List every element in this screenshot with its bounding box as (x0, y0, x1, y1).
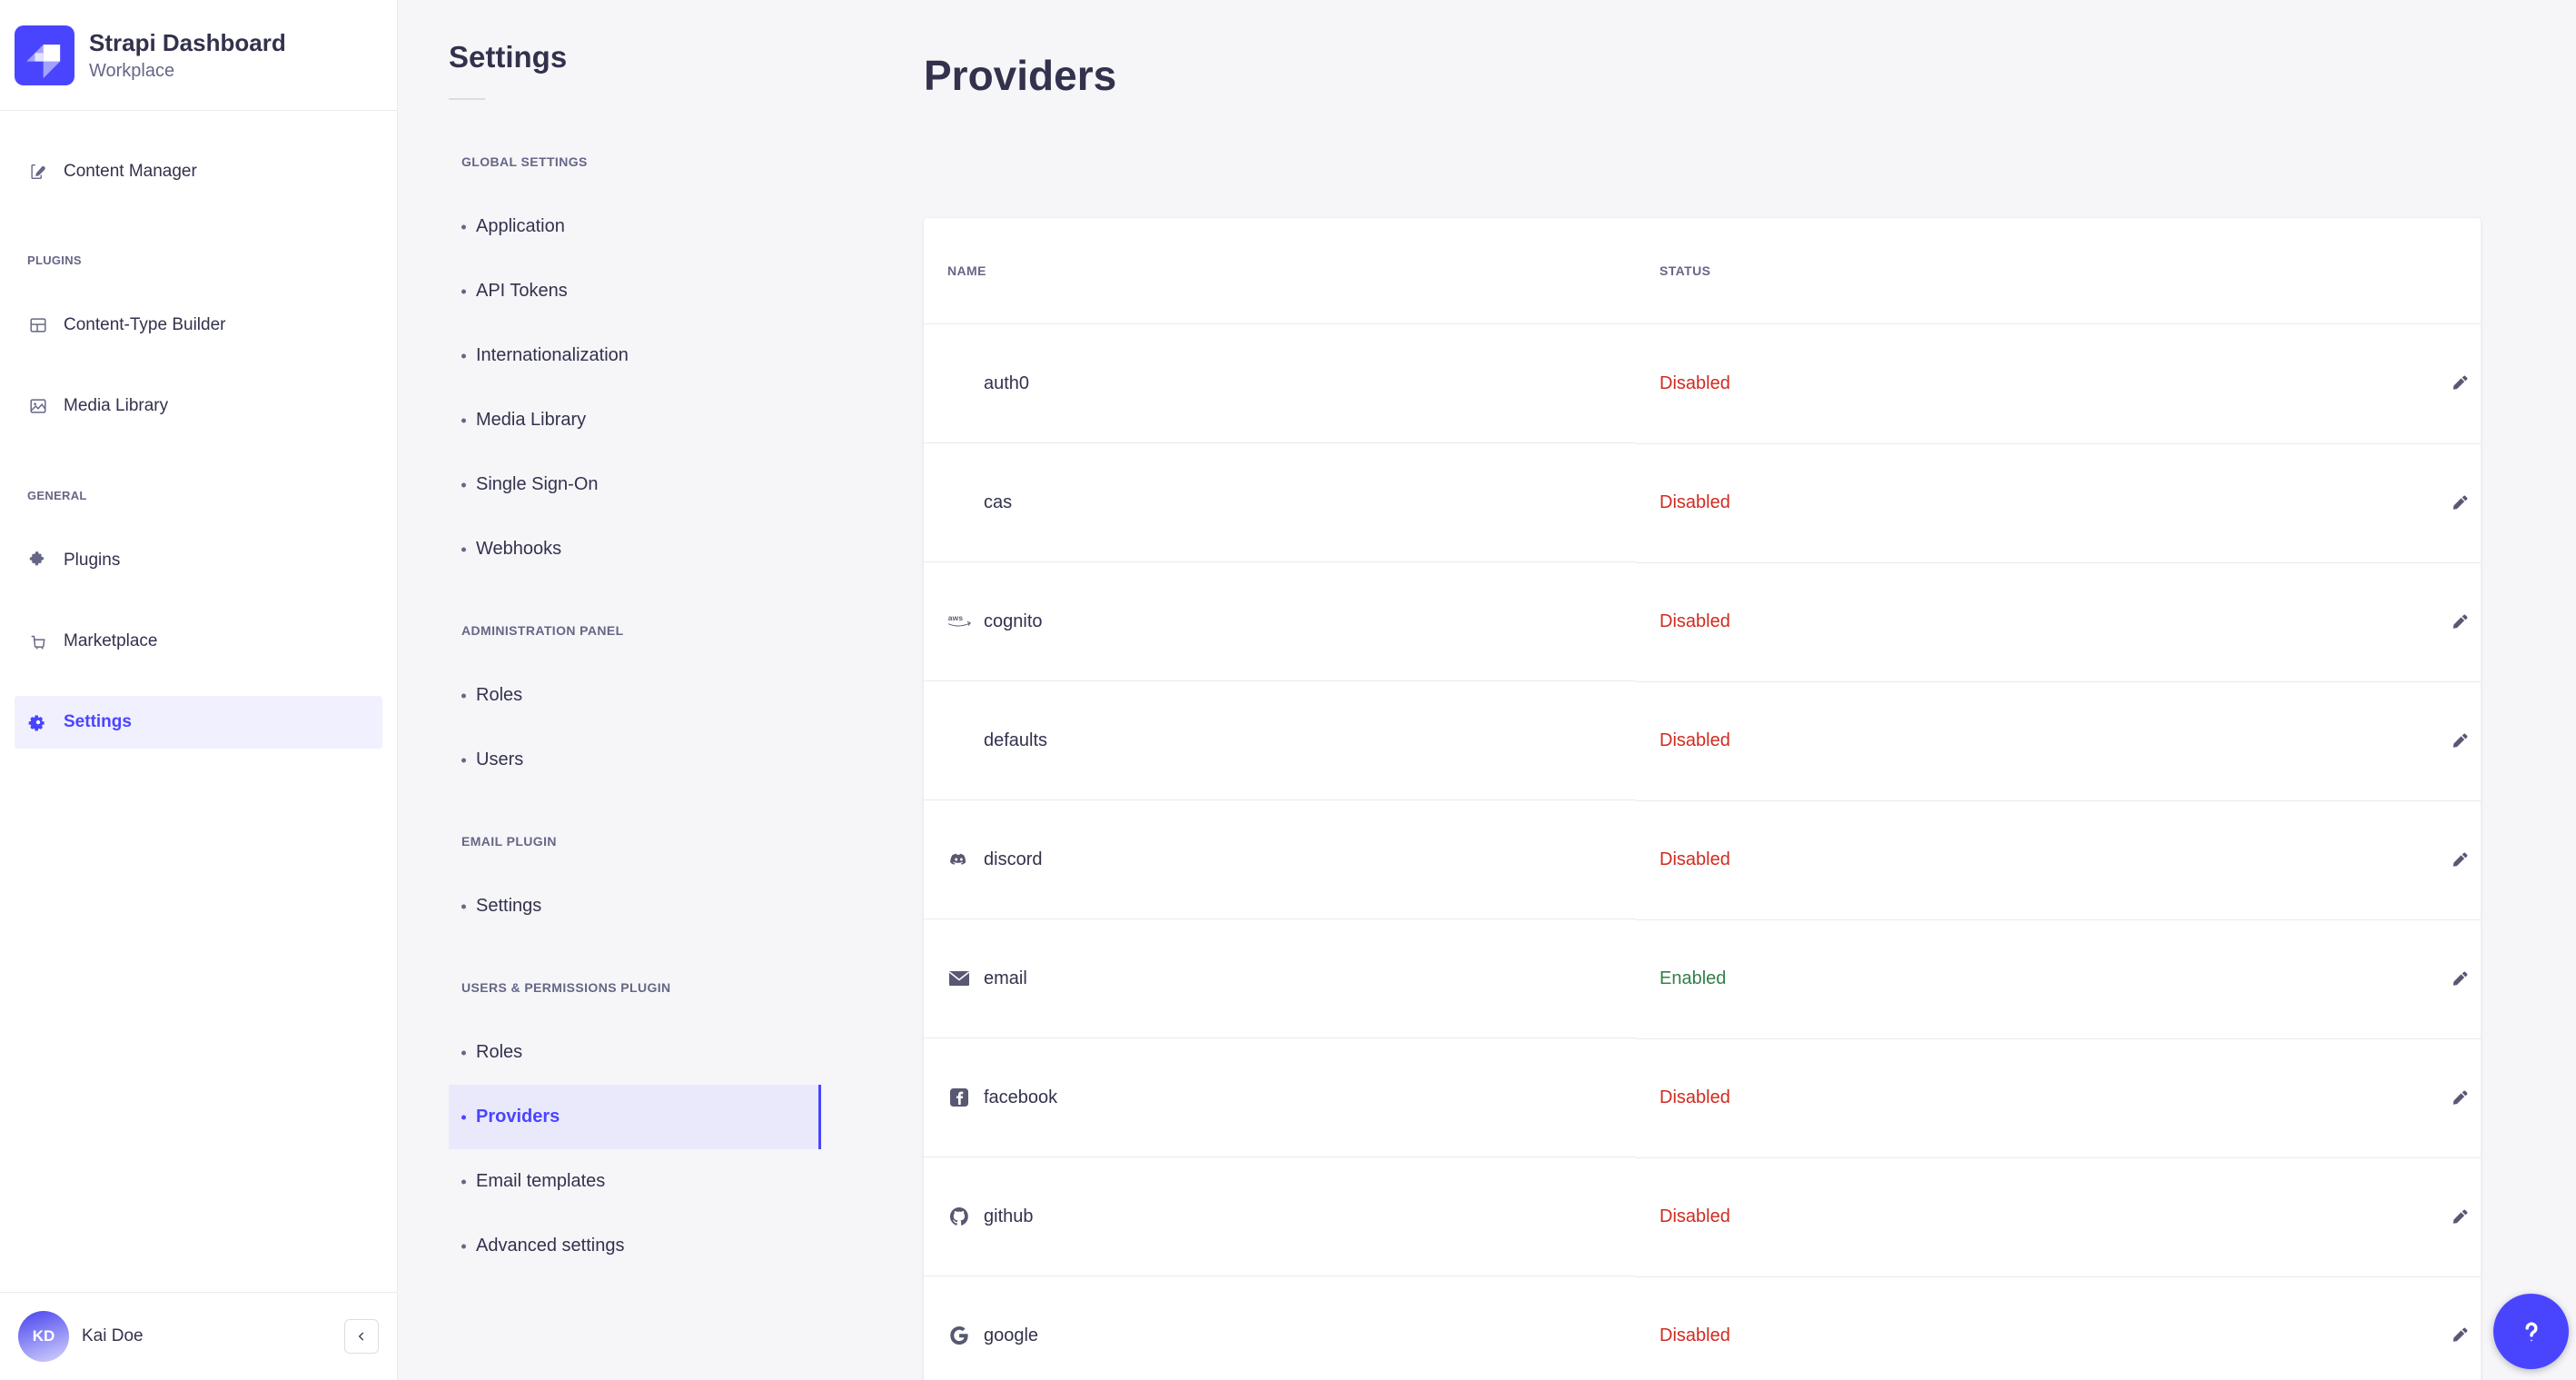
svg-text:aws: aws (948, 613, 964, 622)
